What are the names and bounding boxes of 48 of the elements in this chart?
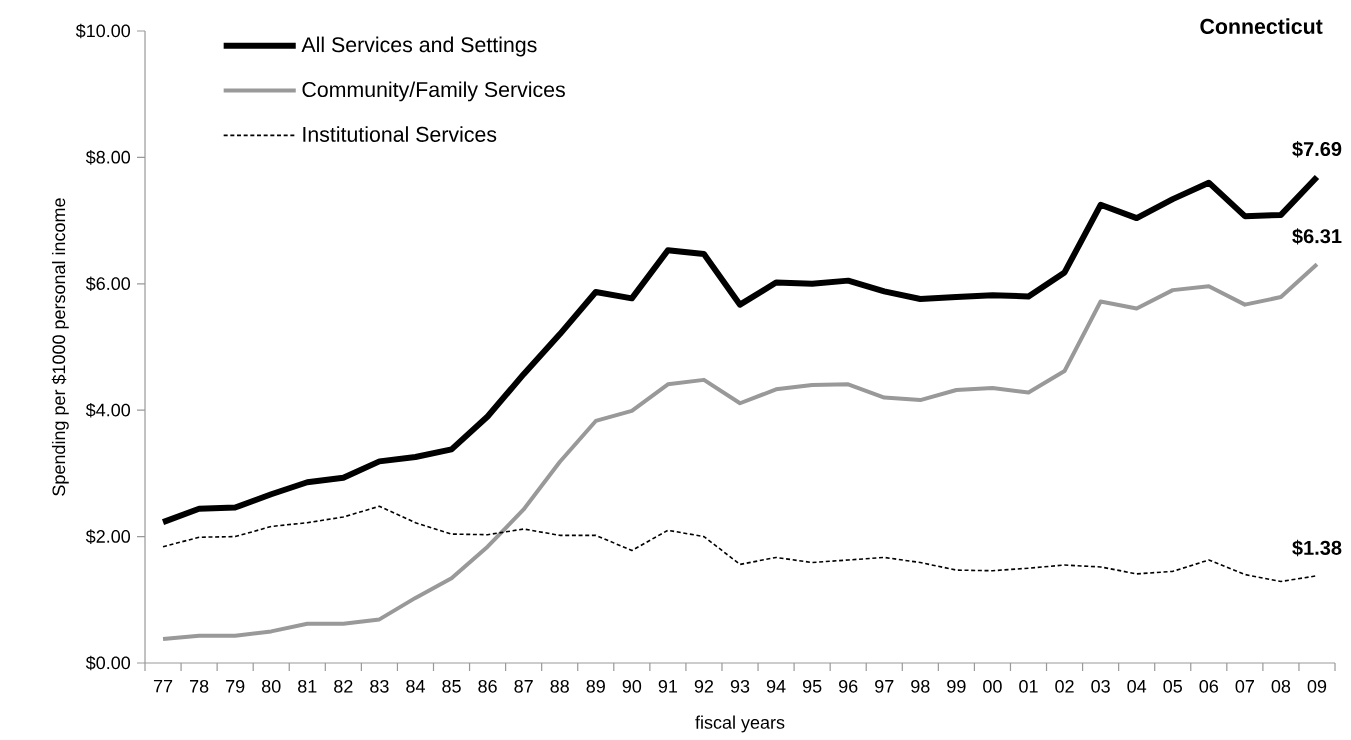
x-tick-label: 89 [586, 679, 605, 693]
x-tick-label: 85 [442, 679, 461, 693]
y-axis-title: Spending per $1000 personal income [51, 198, 69, 496]
x-axis-title: fiscal years [695, 715, 785, 733]
x-tick-label: 84 [406, 679, 425, 693]
x-tick-label: 93 [730, 679, 750, 693]
y-tick-label: $8.00 [85, 150, 131, 165]
x-tick-label: 02 [1055, 679, 1074, 693]
x-tick-label: 99 [947, 679, 966, 693]
x-tick-label: 81 [298, 679, 317, 693]
x-tick-label: 03 [1091, 679, 1110, 693]
x-tick-label: 86 [478, 679, 497, 693]
x-tick-label: 92 [694, 679, 714, 693]
legend-label: Institutional Services [303, 126, 497, 142]
x-tick-label: 91 [658, 679, 678, 693]
x-tick-label: 83 [370, 679, 389, 693]
x-tick-label: 78 [190, 679, 209, 693]
y-tick-label: $6.00 [85, 276, 131, 292]
x-tick-label: 07 [1235, 679, 1254, 693]
x-tick-label: 04 [1127, 679, 1147, 693]
x-tick-label: 90 [622, 679, 642, 693]
x-tick-label: 98 [911, 679, 930, 693]
x-tick-label: 08 [1271, 679, 1291, 693]
y-tick-label: $0.00 [85, 655, 131, 671]
x-tick-label: 94 [766, 679, 786, 693]
x-tick-label: 05 [1163, 679, 1182, 693]
x-tick-label: 01 [1019, 679, 1038, 693]
x-tick-label: 87 [514, 679, 533, 693]
x-tick-label: 79 [226, 679, 245, 693]
x-tick-label: 96 [839, 679, 858, 693]
x-tick-label: 00 [983, 679, 1002, 693]
annotation: $1.38 [1292, 539, 1342, 557]
x-tick-label: 80 [261, 679, 281, 693]
y-tick-label: $2.00 [85, 529, 131, 544]
x-tick-label: 82 [334, 679, 353, 693]
legend-label: Community/Family Services [302, 81, 565, 102]
legend-label: All Services and Settings [301, 36, 537, 57]
x-tick-label: 95 [802, 679, 822, 693]
x-tick-label: 09 [1307, 679, 1327, 693]
chart-title: Connecticut [1200, 18, 1323, 34]
y-tick-label: $10.00 [75, 23, 131, 39]
annotation: $7.69 [1292, 141, 1342, 158]
annotation: $6.31 [1292, 228, 1342, 245]
x-tick-label: 06 [1199, 679, 1219, 693]
y-tick-label: $4.00 [85, 402, 131, 418]
x-tick-label: 77 [153, 679, 173, 693]
x-tick-label: 88 [550, 679, 569, 693]
x-tick-label: 97 [875, 679, 894, 693]
